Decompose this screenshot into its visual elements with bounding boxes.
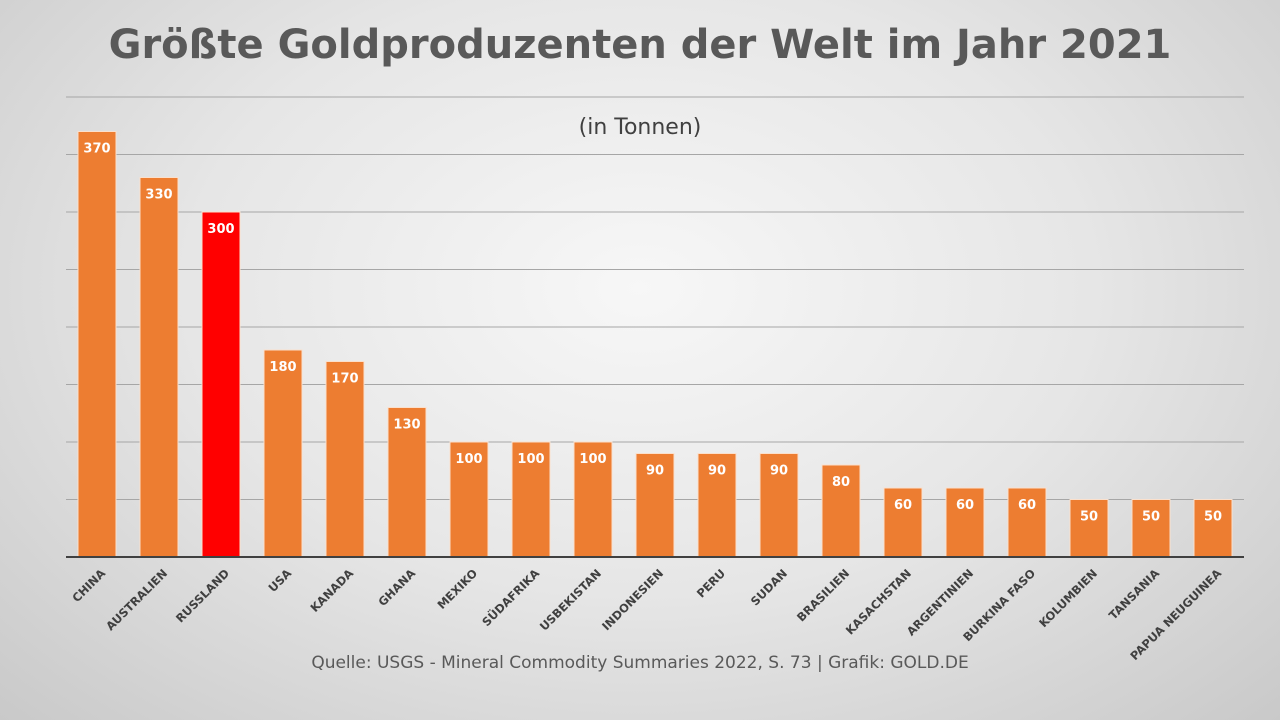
bar (1193, 499, 1233, 558)
bar (945, 487, 985, 558)
chart-title: Größte Goldproduzenten der Welt im Jahr … (108, 22, 1172, 68)
data-label: 100 (455, 452, 482, 467)
x-tick-label: USBEKISTAN (537, 566, 604, 633)
x-tick-label: SUDAN (748, 566, 790, 608)
x-tick-label: RUSSLAND (173, 566, 232, 625)
bar (325, 361, 365, 558)
data-label: 130 (393, 418, 420, 433)
data-label: 300 (207, 222, 234, 237)
bar (77, 131, 117, 558)
x-tick-label: KASACHSTAN (843, 566, 914, 637)
x-tick-label: PERU (694, 566, 728, 600)
bar (759, 453, 799, 558)
x-tick-label: BRASILIEN (794, 566, 852, 624)
bar (1131, 499, 1171, 558)
bar (263, 349, 303, 558)
chart-subtitle: (in Tonnen) (578, 115, 702, 140)
data-label: 90 (708, 464, 726, 479)
x-tick-label: GHANA (375, 566, 418, 609)
x-tick-label: INDONESIEN (599, 566, 666, 633)
x-tick-label: CHINA (69, 566, 108, 605)
bar (511, 441, 551, 558)
x-tick-label: KOLUMBIEN (1036, 566, 1100, 630)
bar (821, 464, 861, 558)
bar (697, 453, 737, 558)
bar (635, 453, 675, 558)
bar (1069, 499, 1109, 558)
data-label: 50 (1204, 510, 1222, 525)
bar (883, 487, 923, 558)
data-label: 100 (517, 452, 544, 467)
x-tick-label: KANADA (307, 566, 356, 615)
data-label: 50 (1142, 510, 1160, 525)
bar (387, 407, 427, 558)
data-label: 90 (646, 464, 664, 479)
x-tick-label: AUSTRALIEN (103, 566, 170, 633)
data-label: 100 (579, 452, 606, 467)
data-label: 60 (1018, 498, 1036, 513)
bar (573, 441, 613, 558)
data-label: 370 (83, 142, 110, 157)
data-label: 180 (269, 360, 296, 375)
data-label: 330 (145, 188, 172, 203)
bar (139, 177, 179, 558)
bar (1007, 487, 1047, 558)
bar (201, 211, 241, 558)
data-label: 50 (1080, 510, 1098, 525)
data-label: 170 (331, 372, 358, 387)
bar (449, 441, 489, 558)
data-label: 60 (894, 498, 912, 513)
x-tick-label: ARGENTINIEN (904, 566, 976, 638)
data-label: 60 (956, 498, 974, 513)
data-label: 90 (770, 464, 788, 479)
x-tick-label: SÜDAFRIKA (479, 565, 543, 629)
source-note: Quelle: USGS - Mineral Commodity Summari… (311, 653, 969, 673)
x-tick-label: TANSANIA (1106, 566, 1162, 622)
x-tick-label: MEXIKO (434, 566, 480, 612)
data-label: 80 (832, 475, 850, 490)
x-tick-label: USA (265, 566, 294, 595)
